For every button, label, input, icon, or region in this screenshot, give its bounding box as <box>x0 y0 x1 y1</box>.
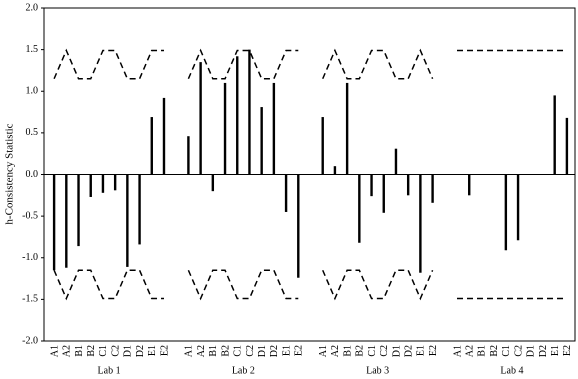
x-tick-label: A2 <box>465 345 476 357</box>
bar <box>431 174 434 203</box>
bar <box>272 82 276 175</box>
x-tick-label: D2 <box>538 345 549 357</box>
bar <box>248 49 251 175</box>
y-tick-label: 0.0 <box>26 169 39 180</box>
x-tick-label: A1 <box>49 345 60 357</box>
x-tick-label: E1 <box>550 345 561 356</box>
x-tick-label: E1 <box>416 345 427 356</box>
x-tick-label: A2 <box>196 345 207 357</box>
bar <box>394 148 398 175</box>
bar <box>297 174 300 278</box>
x-tick-label: A1 <box>184 345 195 357</box>
bar <box>77 174 80 247</box>
group-label: Lab 3 <box>366 365 389 376</box>
y-tick-label: -2.0 <box>22 335 38 346</box>
y-tick-label: -1.0 <box>22 252 38 263</box>
x-tick-label: C1 <box>501 345 512 357</box>
x-tick-label: A2 <box>330 345 341 357</box>
x-tick-label: C1 <box>98 345 109 357</box>
group-label: Lab 2 <box>232 365 255 376</box>
bar <box>370 174 373 197</box>
y-tick-label: 2.0 <box>26 2 39 13</box>
bar <box>236 56 239 175</box>
bar <box>52 174 56 271</box>
x-tick-label: E1 <box>281 345 292 356</box>
bar <box>223 82 227 175</box>
y-tick-label: -1.5 <box>22 294 38 305</box>
x-tick-label: B1 <box>74 345 85 357</box>
x-tick-label: B1 <box>477 345 488 357</box>
bar <box>162 97 166 175</box>
group-label: Lab 1 <box>98 365 121 376</box>
x-tick-label: B2 <box>86 345 97 357</box>
x-tick-label: D2 <box>403 345 414 357</box>
bar <box>187 136 190 175</box>
x-tick-label: B2 <box>355 345 366 357</box>
bar <box>358 174 361 243</box>
x-tick-label: E2 <box>562 345 573 356</box>
x-tick-label: B2 <box>220 345 231 357</box>
x-tick-label: D2 <box>135 345 146 357</box>
x-tick-label: A2 <box>62 345 73 357</box>
bar <box>333 166 337 175</box>
bar <box>89 174 92 197</box>
bar <box>101 174 105 193</box>
bar <box>553 95 556 175</box>
x-tick-label: A1 <box>452 345 463 357</box>
y-tick-label: 1.0 <box>26 86 39 97</box>
x-tick-label: D2 <box>269 345 280 357</box>
bar <box>406 174 410 196</box>
x-tick-label: C1 <box>233 345 244 357</box>
bar <box>150 117 153 175</box>
x-tick-label: A1 <box>318 345 329 357</box>
x-tick-label: C2 <box>110 345 121 357</box>
bar <box>199 62 202 175</box>
bar <box>504 174 508 251</box>
bar <box>260 107 263 175</box>
bar <box>468 174 471 196</box>
x-tick-label: E2 <box>294 345 305 356</box>
bar <box>565 117 569 175</box>
group-label: Lab 4 <box>500 365 523 376</box>
bar <box>382 174 385 213</box>
bar <box>419 174 422 273</box>
x-tick-label: C1 <box>367 345 378 357</box>
bar <box>126 174 129 267</box>
critical-line <box>53 48 567 80</box>
bar <box>113 174 117 191</box>
x-tick-label: E2 <box>159 345 170 356</box>
bar <box>211 174 215 192</box>
x-tick-label: B2 <box>489 345 500 357</box>
x-tick-label: C2 <box>379 345 390 357</box>
bar <box>65 174 68 268</box>
x-tick-label: E2 <box>428 345 439 356</box>
x-tick-label: C2 <box>513 345 524 357</box>
bar <box>321 117 324 175</box>
bar <box>516 174 520 241</box>
y-tick-label: -0.5 <box>22 210 38 221</box>
critical-line <box>53 269 567 301</box>
x-tick-label: C2 <box>245 345 256 357</box>
x-tick-label: D1 <box>123 345 134 357</box>
bar <box>138 174 141 245</box>
y-tick-label: 0.5 <box>26 127 39 138</box>
y-tick-label: 1.5 <box>26 44 39 55</box>
x-tick-label: D1 <box>391 345 402 357</box>
x-tick-label: B1 <box>342 345 353 357</box>
bar <box>284 174 288 212</box>
x-tick-label: E1 <box>147 345 158 356</box>
x-tick-label: B1 <box>208 345 219 357</box>
y-axis-label: h-Consistency Statistic <box>4 123 16 224</box>
bar <box>345 82 349 175</box>
x-tick-label: D1 <box>526 345 537 357</box>
x-tick-label: D1 <box>257 345 268 357</box>
